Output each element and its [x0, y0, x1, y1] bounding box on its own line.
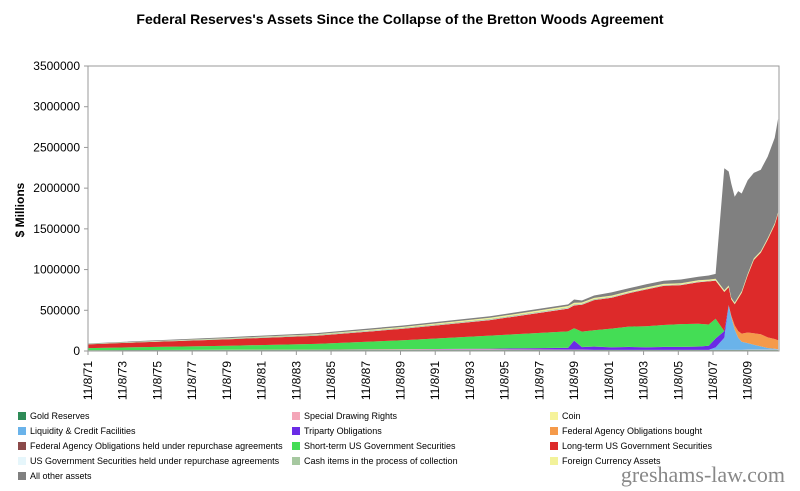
- area-series-group: [88, 118, 779, 351]
- x-tick-label: 11/8/71: [81, 361, 95, 400]
- legend-swatch: [292, 457, 300, 465]
- x-tick-label: 11/8/77: [185, 361, 199, 400]
- legend-swatch: [18, 412, 26, 420]
- x-tick-label: 11/8/97: [532, 361, 546, 400]
- x-tick-label: 11/8/73: [116, 361, 130, 400]
- area-series-7: [88, 305, 779, 351]
- y-tick-label: 1500000: [33, 222, 80, 236]
- y-axis-label: $ Millions: [13, 182, 27, 237]
- x-tick-label: 11/8/05: [671, 361, 685, 400]
- plot-frame: [87, 65, 780, 352]
- x-tick-label: 11/8/89: [394, 361, 408, 400]
- legend-swatch: [550, 442, 558, 450]
- x-tick-label: 11/8/07: [706, 361, 720, 400]
- x-tick-label: 11/8/95: [498, 361, 512, 400]
- legend-swatch: [292, 442, 300, 450]
- x-tick-label: 11/8/87: [359, 361, 373, 400]
- x-tick-label: 11/8/09: [741, 361, 755, 400]
- legend-label: Liquidity & Credit Facilities: [30, 426, 136, 436]
- y-tick-label: 3000000: [33, 100, 80, 114]
- area-series-4: [88, 305, 779, 351]
- y-tick-label: 0: [73, 344, 80, 358]
- legend-label: Long-term US Government Securities: [562, 441, 713, 451]
- legend-label: Coin: [562, 411, 581, 421]
- watermark: greshams-law.com: [621, 462, 785, 487]
- legend-label: Federal Agency Obligations bought: [562, 426, 703, 436]
- legend-swatch: [18, 457, 26, 465]
- x-tick-label: 11/8/85: [324, 361, 338, 400]
- x-tick-label: 11/8/91: [428, 361, 442, 400]
- legend-swatch: [18, 472, 26, 480]
- legend: Gold Reserves Special Drawing Rights Coin L…: [18, 411, 713, 481]
- y-axis-ticks: 0 500000 1000000 1500000 2000000 2500000 30000…: [33, 59, 88, 358]
- legend-swatch: [550, 427, 558, 435]
- x-tick-label: 11/8/83: [289, 361, 303, 400]
- x-tick-label: 11/8/93: [463, 361, 477, 400]
- legend-label: All other assets: [30, 471, 92, 481]
- y-tick-label: 3500000: [33, 59, 80, 73]
- legend-swatch: [292, 412, 300, 420]
- x-tick-label: 11/8/81: [255, 361, 269, 400]
- legend-swatch: [18, 427, 26, 435]
- y-tick-label: 2000000: [33, 181, 80, 195]
- legend-swatch: [292, 427, 300, 435]
- area-series-1: [88, 349, 779, 351]
- area-series-8: [88, 214, 779, 349]
- x-tick-label: 11/8/01: [602, 361, 616, 400]
- x-tick-label: 11/8/03: [637, 361, 651, 400]
- legend-label: Gold Reserves: [30, 411, 90, 421]
- x-tick-label: 11/8/99: [567, 361, 581, 400]
- x-axis-ticks: 11/8/71 11/8/73 11/8/75 11/8/77 11/8/79 11/8/…: [81, 351, 755, 400]
- legend-swatch: [550, 457, 558, 465]
- x-tick-label: 11/8/79: [220, 361, 234, 400]
- legend-label: Foreign Currency Assets: [562, 456, 661, 466]
- legend-label: US Government Securities held under repu…: [30, 456, 280, 466]
- chart-title: Federal Reserves's Assets Since the Coll…: [136, 11, 664, 27]
- legend-swatch: [18, 442, 26, 450]
- legend-label: Cash items in the process of collection: [304, 456, 458, 466]
- legend-label: Triparty Obligations: [304, 426, 382, 436]
- y-tick-label: 1000000: [33, 263, 80, 277]
- x-tick-label: 11/8/75: [150, 361, 164, 400]
- legend-label: Special Drawing Rights: [304, 411, 398, 421]
- legend-label: Short-term US Government Securities: [304, 441, 456, 451]
- legend-swatch: [550, 412, 558, 420]
- legend-label: Federal Agency Obligations held under re…: [30, 441, 283, 451]
- y-tick-label: 500000: [40, 303, 80, 317]
- y-tick-label: 2500000: [33, 140, 80, 154]
